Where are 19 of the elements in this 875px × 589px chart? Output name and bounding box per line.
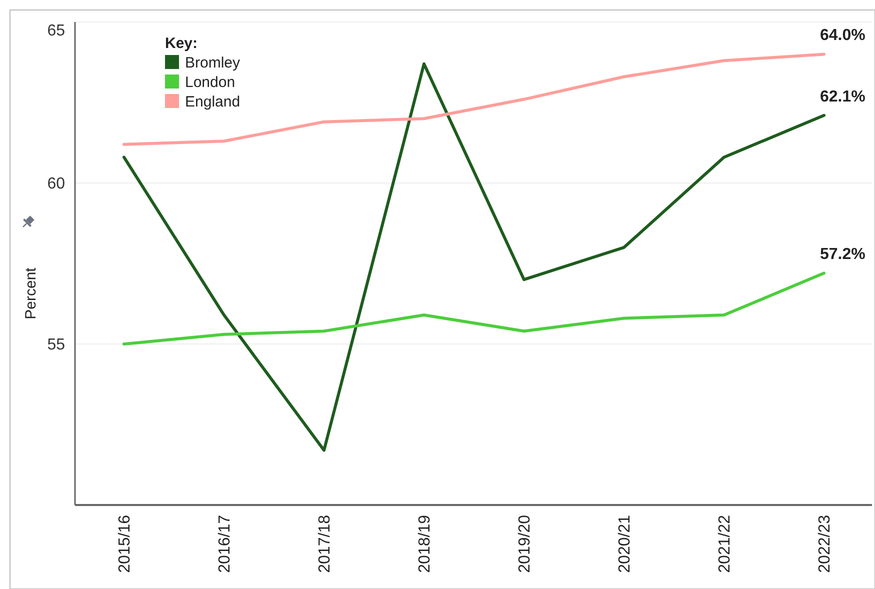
x-tick-label: 2022/23 (816, 514, 834, 573)
data-label: 62.1% (820, 88, 866, 106)
data-label: 64.0% (820, 27, 866, 44)
y-tick-label: 65 (47, 22, 66, 40)
x-tick-label: 2016/17 (216, 514, 234, 573)
x-tick-label: 2017/18 (316, 514, 334, 573)
legend-label: London (185, 74, 236, 91)
x-tick-label: 2015/16 (116, 514, 134, 573)
x-tick-label: 2018/19 (416, 514, 434, 573)
legend-label: England (185, 93, 240, 110)
y-axis-title: Percent (22, 266, 40, 320)
x-tick-label: 2019/20 (516, 514, 534, 573)
legend-title: Key: (165, 35, 198, 52)
x-tick-label: 2020/21 (616, 514, 634, 573)
legend-label: Bromley (185, 54, 241, 72)
y-tick-label: 55 (47, 336, 66, 354)
x-tick-label: 2021/22 (716, 514, 734, 573)
data-label: 57.2% (820, 246, 866, 264)
y-tick-label: 60 (47, 176, 66, 193)
